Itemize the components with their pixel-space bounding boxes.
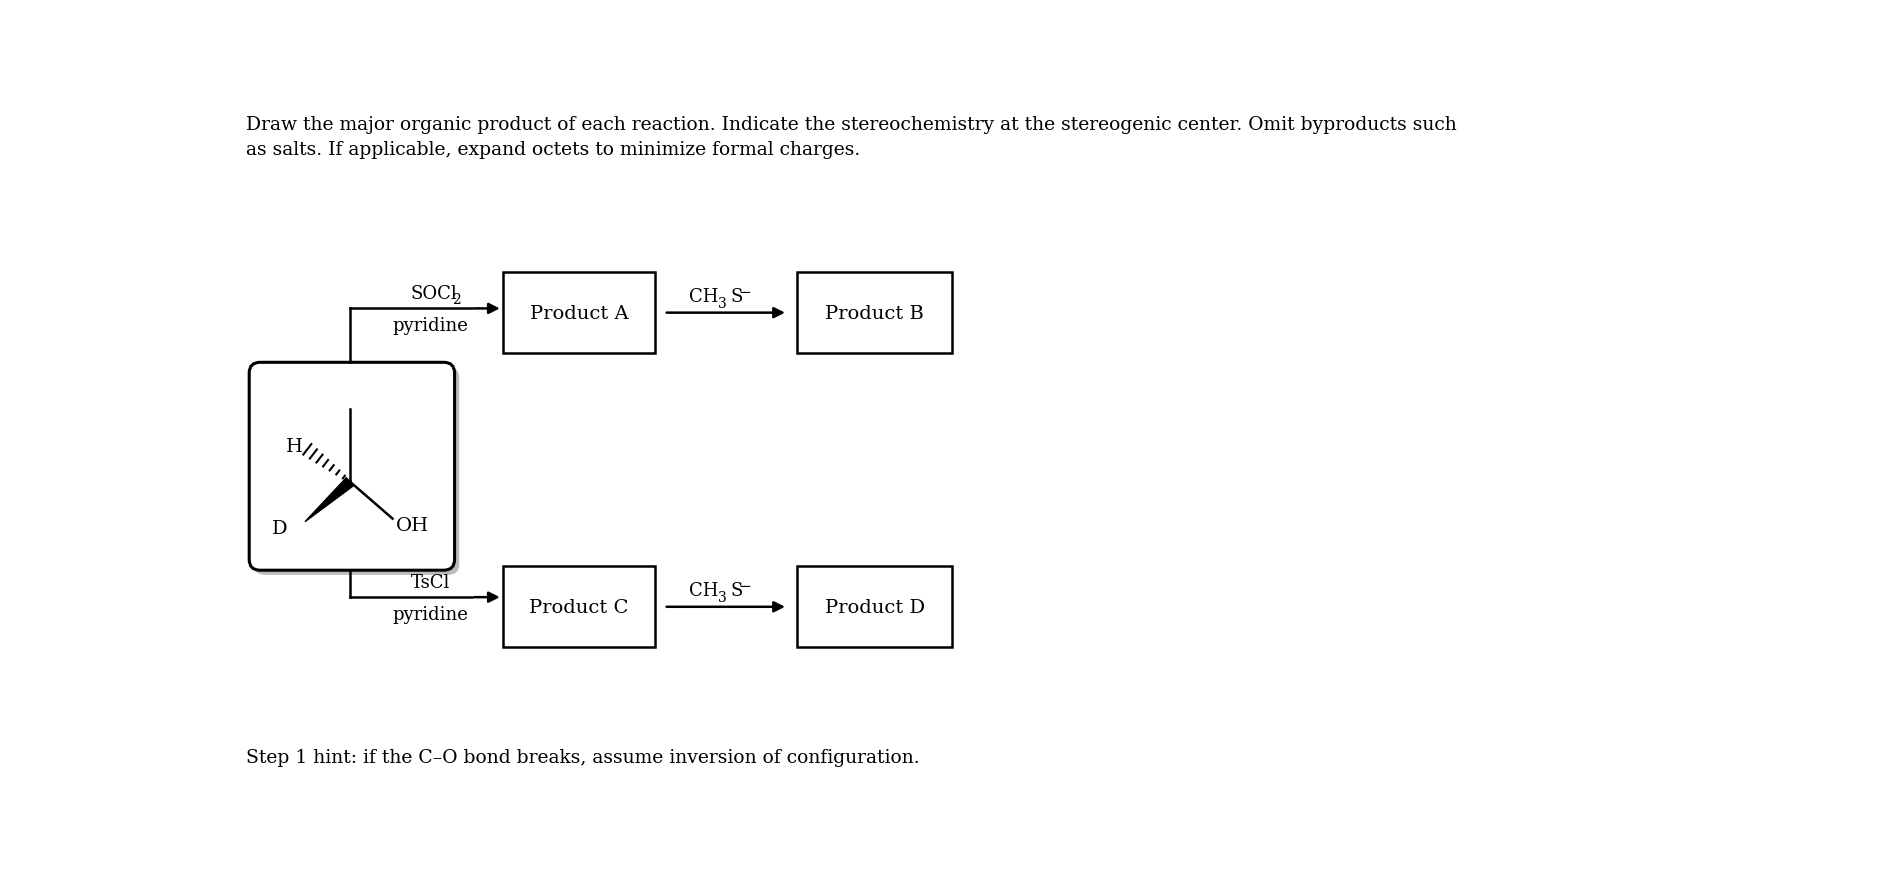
Text: D: D [273,519,288,538]
Text: OH: OH [395,517,429,534]
Text: Step 1 hint: if the C–O bond breaks, assume inversion of configuration.: Step 1 hint: if the C–O bond breaks, ass… [247,748,920,766]
Text: Product C: Product C [529,598,629,616]
Text: S: S [730,581,743,599]
Bar [502,273,655,353]
Text: TsCl: TsCl [410,574,450,591]
Text: pyridine: pyridine [391,605,469,624]
Text: CH: CH [689,288,719,305]
Text: CH: CH [689,581,719,599]
Polygon shape [305,478,354,522]
Text: Product A: Product A [529,304,629,322]
Text: S: S [730,288,743,305]
Bar [502,567,655,647]
Text: −: − [738,580,751,593]
Text: 3: 3 [719,296,726,310]
Text: pyridine: pyridine [391,317,469,335]
Text: Product D: Product D [824,598,924,616]
Text: as salts. If applicable, expand octets to minimize formal charges.: as salts. If applicable, expand octets t… [247,140,860,159]
Text: 2: 2 [452,293,461,307]
FancyBboxPatch shape [248,363,455,571]
Text: Product B: Product B [824,304,924,322]
Text: −: − [738,285,751,299]
Text: 3: 3 [719,590,726,604]
Text: SOCl: SOCl [410,285,457,303]
Bar [798,567,952,647]
Text: Draw the major organic product of each reaction. Indicate the stereochemistry at: Draw the major organic product of each r… [247,116,1457,134]
FancyBboxPatch shape [254,367,459,575]
Text: H: H [286,438,303,456]
Bar [798,273,952,353]
